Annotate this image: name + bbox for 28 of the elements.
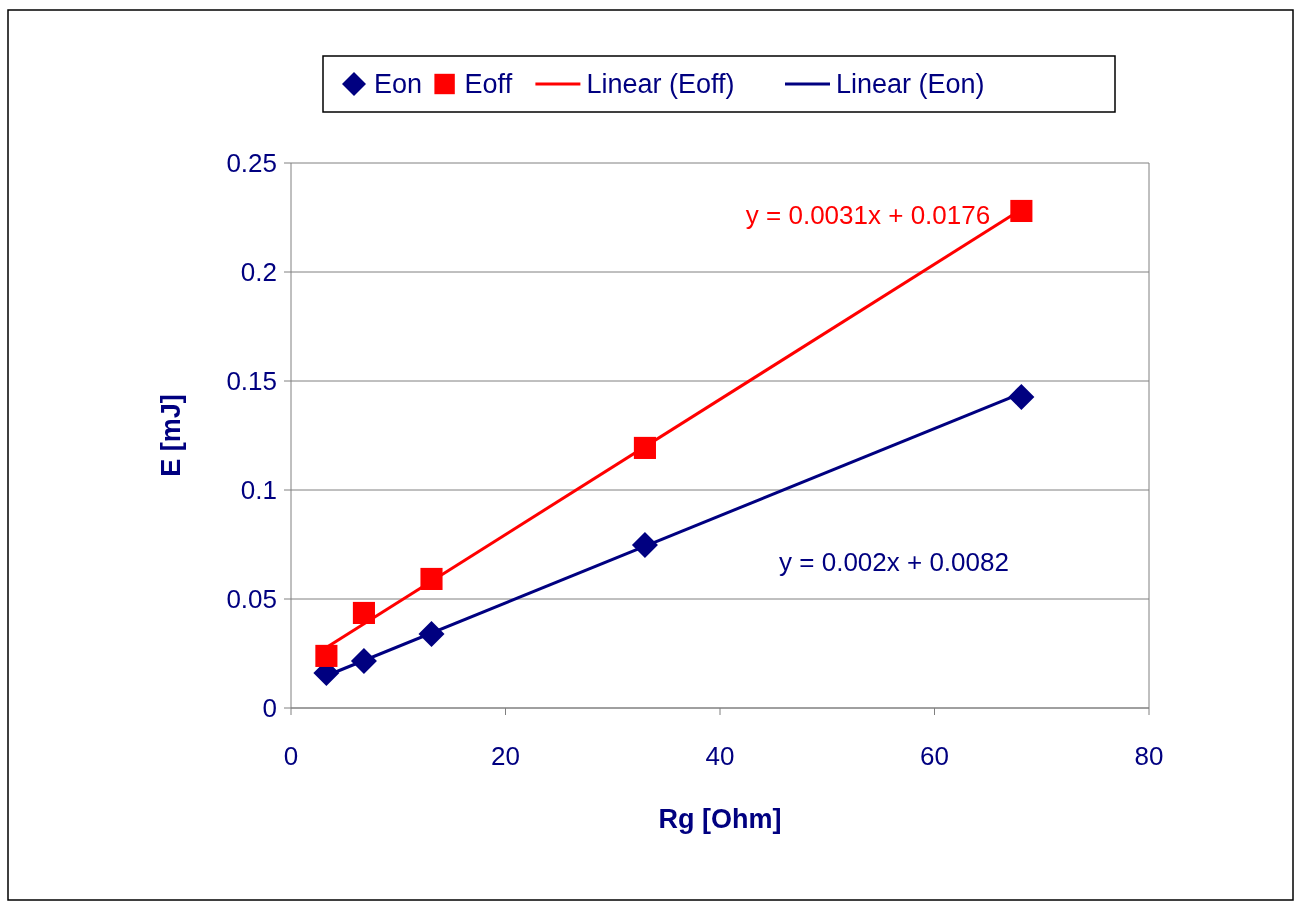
point: [350, 647, 377, 674]
x-tick-label: 40: [705, 741, 735, 771]
y-tick-label: 0.15: [226, 366, 277, 397]
x-tick-label: 60: [920, 741, 949, 771]
y-tick-label: 0: [262, 693, 277, 724]
point: [631, 531, 658, 558]
legend-label: Linear (Eoff): [586, 69, 735, 100]
y-tick-label: 0.25: [226, 148, 277, 179]
y-tick-label: 0.2: [240, 257, 277, 288]
point: [1008, 383, 1035, 410]
point: [352, 601, 375, 624]
point: [420, 567, 443, 590]
x-tick-label: 80: [1134, 741, 1164, 771]
y-tick-label: 0.1: [240, 475, 277, 506]
x-tick-label: 20: [491, 741, 520, 771]
legend-label: Eon: [374, 69, 423, 100]
point: [315, 644, 338, 667]
legend-label: Eoff: [464, 69, 513, 100]
y-tick-label: 0.05: [226, 584, 277, 615]
x-tick-label: 0: [283, 741, 299, 771]
annotation: y = 0.002x + 0.0082: [779, 547, 1009, 578]
point: [418, 620, 445, 647]
y-axis-title: E [mJ]: [156, 394, 186, 477]
point: [1010, 199, 1033, 223]
annotation: y = 0.0031x + 0.0176: [745, 200, 991, 231]
x-axis-title: Rg [Ohm]: [658, 804, 782, 834]
point: [633, 436, 656, 459]
legend-label: Linear (Eon): [836, 69, 985, 100]
